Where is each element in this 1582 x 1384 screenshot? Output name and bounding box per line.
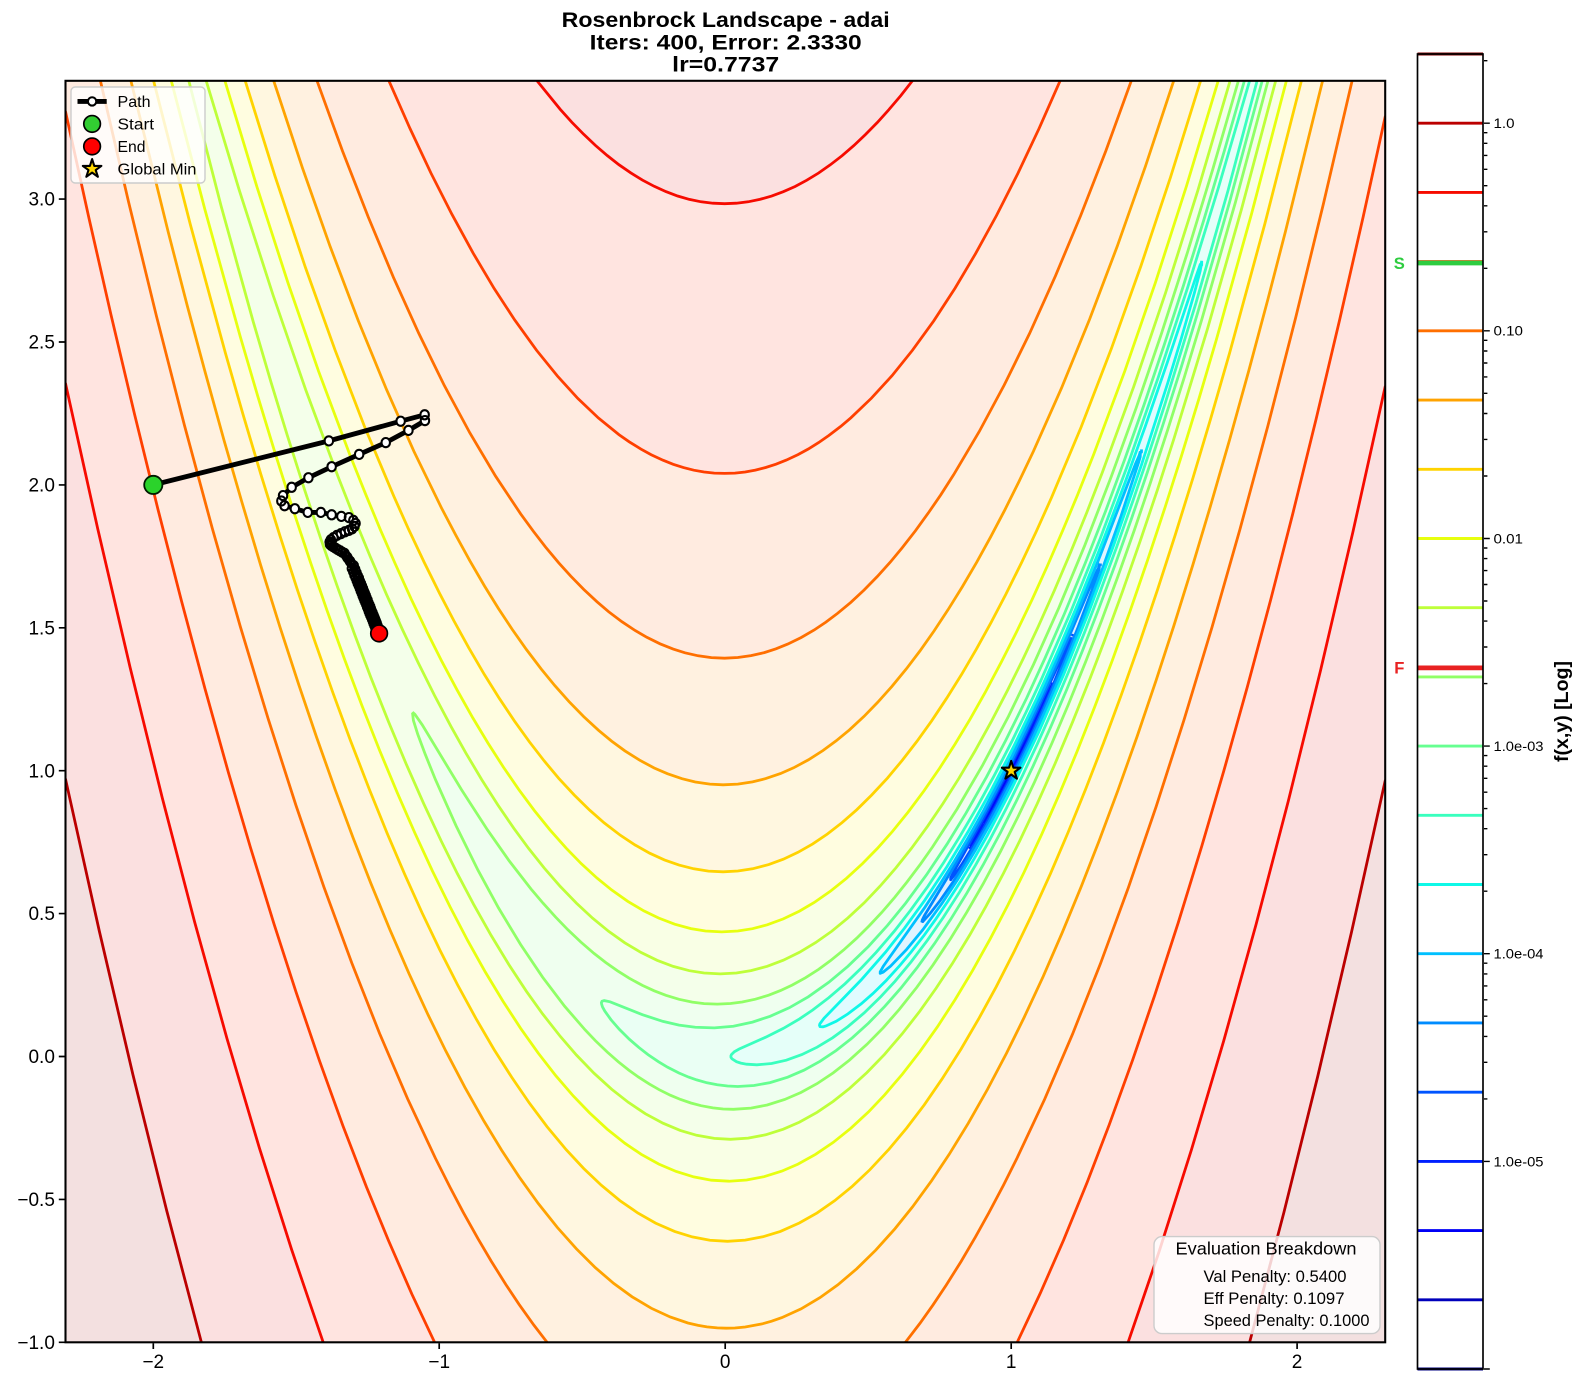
- svg-text:Global Min: Global Min: [118, 161, 197, 178]
- svg-text:2: 2: [1292, 1352, 1303, 1373]
- svg-text:0: 0: [720, 1352, 731, 1373]
- svg-text:0.5: 0.5: [28, 904, 54, 925]
- svg-text:1.5: 1.5: [28, 618, 54, 639]
- svg-text:1.0e-04: 1.0e-04: [1494, 947, 1544, 963]
- svg-text:1.0e-03: 1.0e-03: [1494, 739, 1544, 755]
- svg-text:S: S: [1394, 254, 1405, 273]
- svg-text:Start: Start: [118, 116, 155, 133]
- svg-text:1.0: 1.0: [1494, 116, 1515, 132]
- svg-text:−1.0: −1.0: [17, 1333, 55, 1354]
- svg-text:1.0e-05: 1.0e-05: [1494, 1154, 1544, 1170]
- svg-text:Path: Path: [118, 94, 151, 111]
- svg-text:1.0: 1.0: [28, 761, 54, 782]
- svg-text:F: F: [1394, 659, 1404, 678]
- svg-text:Iters: 400, Error: 2.3330: Iters: 400, Error: 2.3330: [590, 30, 862, 54]
- svg-text:−0.5: −0.5: [17, 1190, 55, 1211]
- svg-text:Eff Penalty: 0.1097: Eff Penalty: 0.1097: [1204, 1289, 1345, 1308]
- svg-text:2.5: 2.5: [28, 333, 54, 354]
- svg-text:−2: −2: [142, 1352, 164, 1373]
- svg-text:2.0: 2.0: [28, 476, 54, 497]
- svg-text:lr=0.7737: lr=0.7737: [672, 52, 779, 76]
- svg-text:0.01: 0.01: [1494, 531, 1524, 547]
- svg-text:3.0: 3.0: [28, 190, 54, 211]
- svg-text:f(x,y) [Log]: f(x,y) [Log]: [1552, 661, 1573, 762]
- svg-text:0.0: 0.0: [28, 1047, 54, 1068]
- svg-text:0.10: 0.10: [1494, 324, 1524, 340]
- svg-text:1: 1: [1006, 1352, 1017, 1373]
- svg-text:Val Penalty: 0.5400: Val Penalty: 0.5400: [1204, 1267, 1347, 1286]
- svg-text:Rosenbrock Landscape - adai: Rosenbrock Landscape - adai: [562, 8, 890, 32]
- svg-text:Speed Penalty: 0.1000: Speed Penalty: 0.1000: [1204, 1311, 1370, 1330]
- svg-text:−1: −1: [428, 1352, 450, 1373]
- svg-text:End: End: [118, 139, 146, 156]
- svg-text:Evaluation Breakdown: Evaluation Breakdown: [1176, 1238, 1357, 1258]
